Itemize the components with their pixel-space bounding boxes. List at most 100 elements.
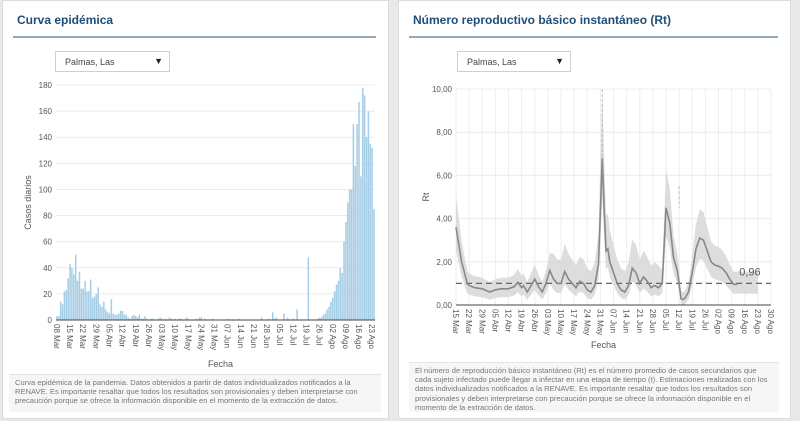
- x-tick-label: 28 Jun: [648, 309, 657, 333]
- bar: [362, 87, 364, 320]
- rt-panel: Número reproductivo básico instantáneo (…: [398, 0, 791, 419]
- x-tick-label: 12 Jul: [674, 309, 683, 331]
- bar: [161, 318, 163, 320]
- y-tick-label: 80: [43, 212, 52, 221]
- x-tick-label: 09 Ago: [341, 324, 350, 349]
- bar: [365, 137, 368, 320]
- bar: [174, 318, 176, 320]
- bar: [354, 165, 357, 320]
- bar: [168, 317, 171, 320]
- bar: [371, 147, 373, 320]
- bar: [144, 316, 146, 320]
- x-tick-label: 22 Mar: [464, 309, 473, 334]
- bar: [275, 317, 278, 320]
- bar: [106, 312, 109, 320]
- bar: [91, 297, 94, 320]
- bar: [170, 318, 173, 320]
- bar: [131, 316, 133, 320]
- x-tick-label: 16 Ago: [354, 324, 363, 349]
- y-axis-title: Rt: [421, 192, 431, 201]
- bar: [140, 318, 143, 320]
- x-tick-label: 23 Ago: [367, 324, 376, 349]
- bar: [226, 318, 229, 320]
- bar: [149, 318, 152, 320]
- x-tick-label: 02 Ago: [714, 309, 723, 334]
- y-tick-label: 4,00: [436, 215, 452, 224]
- bar: [179, 318, 182, 320]
- y-tick-label: 20: [43, 290, 52, 299]
- x-tick-label: 19 Jul: [302, 324, 311, 346]
- bar: [347, 202, 349, 320]
- bar: [337, 280, 340, 320]
- bar: [320, 317, 323, 320]
- y-tick-label: 10,00: [432, 85, 453, 94]
- x-tick-label: 17 May: [569, 309, 578, 335]
- bar: [352, 124, 355, 321]
- bar: [121, 310, 124, 320]
- x-tick-label: 12 Abr: [118, 324, 127, 347]
- bar: [118, 313, 120, 320]
- x-tick-label: 19 Abr: [517, 309, 526, 332]
- bar: [123, 314, 126, 320]
- y-tick-label: 8,00: [436, 128, 452, 137]
- bar: [369, 143, 372, 320]
- bar: [78, 271, 81, 320]
- bar: [125, 314, 128, 320]
- region-select[interactable]: Palmas, Las ▼: [457, 51, 571, 72]
- bar: [358, 101, 360, 320]
- bar: [341, 273, 343, 320]
- x-tick-label: 23 Ago: [753, 309, 762, 334]
- bar: [93, 296, 96, 320]
- x-tick-label: 15 Mar: [451, 309, 460, 334]
- x-tick-label: 24 May: [582, 309, 591, 335]
- x-tick-label: 26 Jul: [700, 309, 709, 331]
- x-tick-label: 14 Jun: [236, 324, 245, 348]
- bar: [86, 291, 88, 320]
- region-select-value: Palmas, Las: [65, 57, 115, 67]
- x-tick-label: 31 May: [210, 324, 219, 350]
- bar: [292, 318, 295, 320]
- bar: [108, 313, 111, 320]
- panel-title: Número reproductivo básico instantáneo (…: [413, 13, 672, 27]
- x-tick-label: 03 May: [157, 324, 166, 350]
- bar: [178, 318, 180, 320]
- bar: [198, 317, 201, 320]
- bar: [367, 111, 370, 320]
- bar: [136, 317, 139, 320]
- chart-caption: Curva epidémica de la pandemia. Datos ob…: [9, 374, 381, 412]
- bar: [134, 316, 137, 320]
- x-axis-title: Fecha: [591, 340, 616, 350]
- x-tick-label: 07 Jun: [223, 324, 232, 348]
- bar: [101, 306, 103, 320]
- x-tick-label: 19 Jul: [687, 309, 696, 331]
- bar: [74, 254, 77, 320]
- bar: [104, 309, 107, 320]
- bar: [268, 318, 270, 320]
- bar: [84, 280, 86, 320]
- confidence-band: [456, 90, 758, 306]
- x-tick-label: 26 Abr: [144, 324, 153, 347]
- title-divider: [13, 36, 376, 38]
- x-tick-label: 21 Jun: [635, 309, 644, 333]
- bar: [363, 95, 366, 320]
- bar: [273, 318, 276, 320]
- epidemic-bar-chart: 0 20 40 60 80 100 120 140 160 180 08 Mar 15 Mar 22 M…: [23, 81, 376, 369]
- bar: [164, 318, 167, 320]
- x-tick-label: 02 Ago: [328, 324, 337, 349]
- bar: [59, 301, 62, 320]
- bar: [316, 318, 319, 320]
- bar: [348, 189, 351, 320]
- x-tick-label: 08 Mar: [52, 324, 61, 349]
- bar: [88, 291, 90, 320]
- region-select[interactable]: Palmas, Las ▼: [55, 51, 170, 72]
- y-tick-label: 40: [43, 264, 52, 273]
- bar: [65, 289, 68, 320]
- bar: [283, 313, 285, 320]
- y-tick-label: 6,00: [436, 171, 452, 180]
- bar: [328, 306, 330, 320]
- x-tick-label: 12 Abr: [504, 309, 513, 332]
- bar: [360, 176, 362, 320]
- y-tick-label: 60: [43, 238, 52, 247]
- x-tick-label: 16 Ago: [740, 309, 749, 334]
- chevron-down-icon: ▼: [555, 56, 564, 66]
